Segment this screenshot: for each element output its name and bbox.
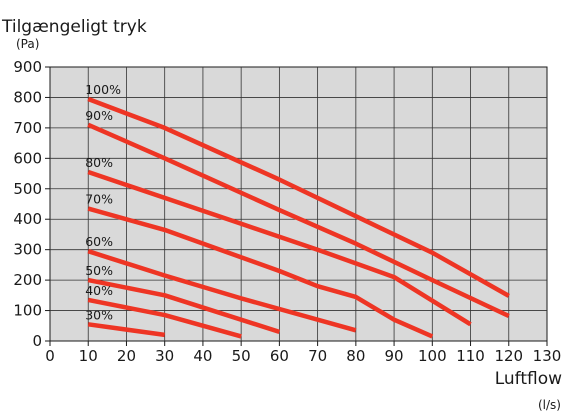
series-label: 60% [85,234,113,249]
series-line [87,96,510,298]
x-tick-label: 10 [79,347,98,365]
y-tick-label: 400 [13,210,42,228]
series-line [87,169,472,327]
series-label: 50% [85,263,113,278]
series-line [87,122,510,319]
series-label: 40% [85,283,113,298]
series-label: 80% [85,155,113,170]
y-tick-label: 800 [13,88,42,106]
x-tick-label: 0 [45,347,55,365]
y-tick-label: 200 [13,271,42,289]
series-label: 90% [85,108,113,123]
y-axis-title: Tilgængeligt tryk [1,17,147,37]
series-group [87,96,510,339]
y-tick-label: 300 [13,241,42,259]
series-line [87,322,166,338]
series-label: 30% [85,307,113,322]
y-axis-unit: (Pa) [16,37,39,51]
series-line [87,277,281,335]
y-tick-label: 500 [13,180,42,198]
grid [50,67,547,341]
x-tick-label: 20 [117,347,136,365]
series-line [87,297,242,339]
series-labels: 100% 90% 80% 70% 60% 50% 40% 30% [85,82,121,322]
y-tick-label: 0 [32,332,42,350]
series-line [87,206,434,339]
x-tick-label: 90 [385,347,404,365]
x-tick-label: 120 [494,347,523,365]
x-tick-label: 40 [193,347,212,365]
y-tick-label: 100 [13,302,42,320]
x-axis-title: Luftflow [495,369,562,389]
x-tick-label: 70 [308,347,327,365]
series-line [87,249,357,333]
x-tick-label: 50 [232,347,251,365]
y-tick-label: 700 [13,119,42,137]
x-tick-label: 30 [155,347,174,365]
y-tick-label: 600 [13,149,42,167]
x-tick-label: 110 [456,347,485,365]
series-label: 70% [85,192,113,207]
x-tick-label: 130 [533,347,562,365]
y-tick-label: 900 [13,58,42,76]
axis-ticks: 0 10 20 30 40 50 60 70 80 90 100 110 120 130 0 100 200 30… [13,58,561,365]
x-tick-label: 60 [270,347,289,365]
x-tick-label: 80 [346,347,365,365]
series-label: 100% [85,82,121,97]
x-tick-label: 100 [418,347,447,365]
x-axis-unit: (l/s) [538,398,561,412]
